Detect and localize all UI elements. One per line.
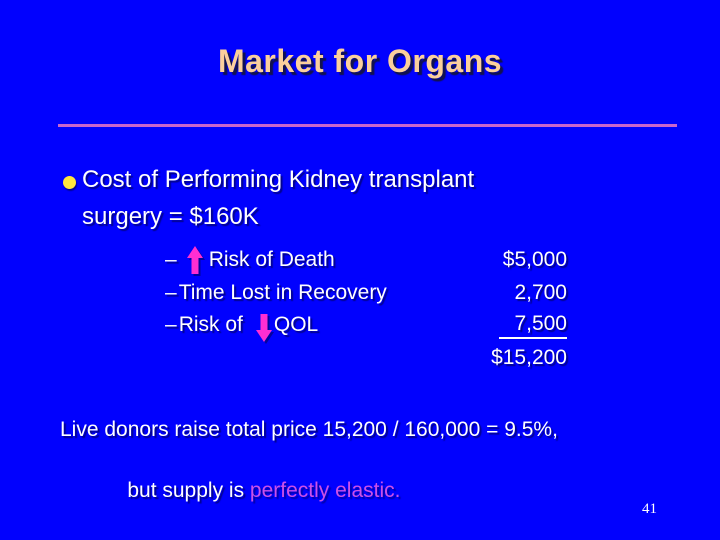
main-bullet-text: Cost of Performing Kidney transplant sur…: [82, 161, 474, 235]
cost-row-label-group: – Risk of QOL: [165, 309, 319, 343]
cost-label-prefix: Risk of: [178, 313, 243, 337]
cost-value: 2,700: [514, 280, 567, 304]
page-number: 41: [642, 501, 657, 517]
dash-bullet: –: [165, 280, 177, 304]
note-line1: Live donors raise total price 15,200 / 1…: [60, 418, 558, 441]
note-line2: but supply is perfectly elastic.: [104, 449, 400, 533]
cost-value-underlined: 7,500: [499, 309, 567, 342]
down-arrow-icon: [255, 314, 272, 343]
up-arrow-icon: [186, 246, 203, 275]
cost-label: Risk of Death: [208, 248, 335, 272]
bullet-dot-icon: [63, 176, 76, 189]
slide-title: Market for Organs: [217, 43, 503, 79]
cost-row-label-group: – Risk of Death: [165, 244, 335, 277]
main-bullet-line1: Cost of Performing Kidney transplant: [82, 166, 475, 193]
note-line2-highlight: perfectly elastic.: [249, 479, 401, 502]
cost-row-label-group: – Time Lost in Recovery: [165, 277, 387, 310]
cost-row-total: $15,200: [165, 342, 567, 375]
cost-row-risk-of-qol: – Risk of QOL 7,500: [165, 309, 567, 343]
cost-value: $5,000: [502, 248, 567, 272]
cost-value: 7,500: [499, 312, 567, 339]
cost-row-risk-of-death: – Risk of Death $5,000: [165, 244, 567, 277]
dash-bullet: –: [165, 313, 177, 337]
cost-label: Time Lost in Recovery: [178, 280, 387, 304]
cost-total-value: $15,200: [491, 345, 567, 369]
cost-breakdown-table: – Risk of Death $5,000 – Time Lost in Re…: [165, 244, 567, 374]
cost-label-suffix: QOL: [273, 313, 319, 337]
note-line2-prefix: but supply is: [127, 479, 250, 502]
main-bullet-line2: surgery = $160K: [82, 203, 259, 230]
dash-bullet: –: [165, 248, 177, 272]
title-divider-line: [58, 124, 677, 127]
cost-row-time-lost: – Time Lost in Recovery 2,700: [165, 277, 567, 310]
